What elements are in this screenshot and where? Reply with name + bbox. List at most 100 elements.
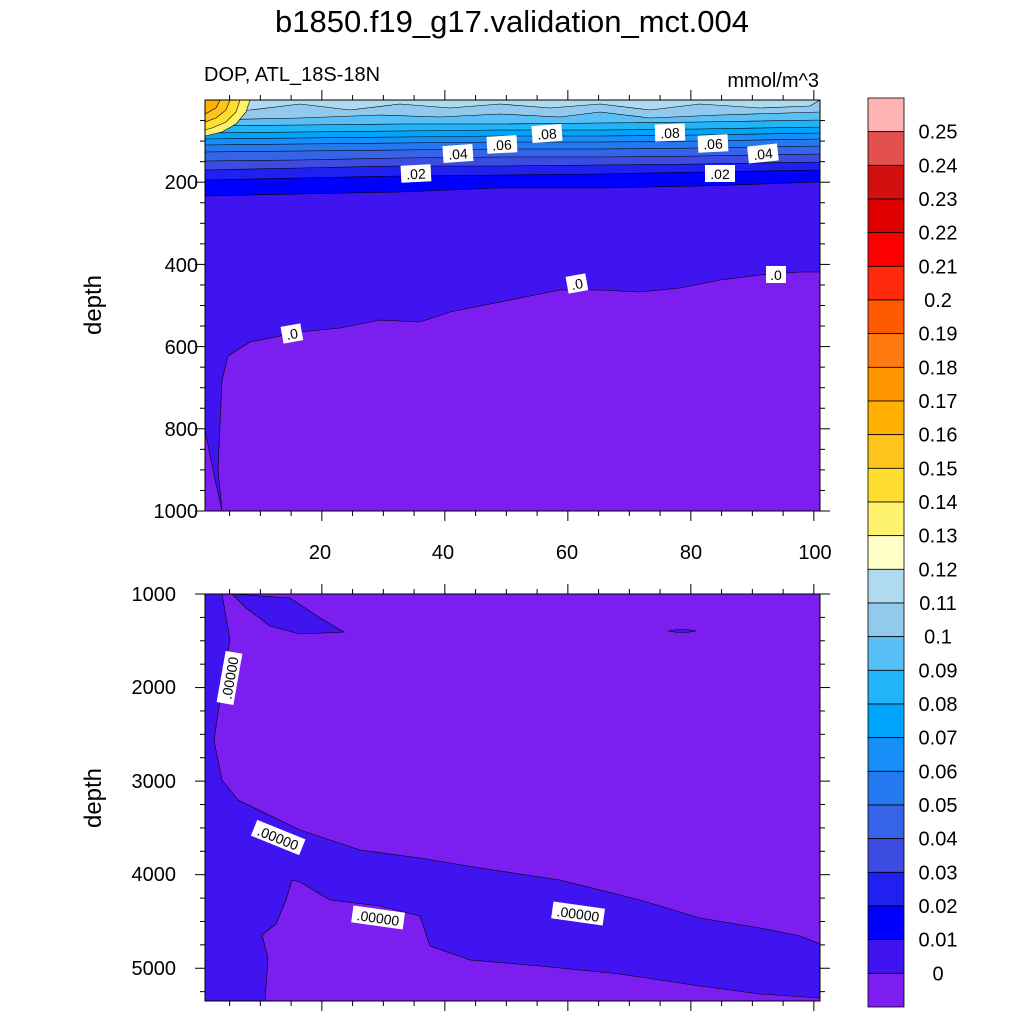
colorbar-swatch bbox=[867, 939, 905, 974]
colorbar-label: 0.01 bbox=[919, 930, 958, 952]
y-tick-label: 3000 bbox=[132, 771, 177, 793]
colorbar-swatch bbox=[867, 265, 905, 301]
colorbar-label: 0.21 bbox=[919, 256, 958, 278]
colorbar-label: 0.09 bbox=[919, 660, 958, 682]
y-tick-label: 2000 bbox=[132, 677, 177, 699]
colorbar-label: 0.18 bbox=[919, 357, 958, 379]
upper-panel: .08 .08 .06 .06 .04 .04 .02 .02 .0 .0 .0… bbox=[80, 90, 832, 564]
colorbar-label: 0.25 bbox=[919, 122, 958, 144]
colorbar-swatch bbox=[867, 97, 905, 133]
x-tick-label: 100 bbox=[798, 542, 831, 564]
upper-y-axis-label: depth bbox=[80, 275, 107, 335]
colorbar-label: 0.13 bbox=[919, 526, 958, 548]
y-tick-label: 5000 bbox=[132, 958, 177, 980]
band-zero-bottom bbox=[261, 879, 820, 1001]
upper-contour-fill bbox=[205, 100, 820, 511]
contour-label: .08 bbox=[660, 125, 680, 142]
units-label: mmol/m^3 bbox=[727, 70, 819, 92]
lower-plot-frame bbox=[204, 593, 821, 1002]
lower-y-axis-label: depth bbox=[80, 768, 107, 828]
contour-label: .02 bbox=[710, 166, 730, 182]
band-016 bbox=[205, 100, 221, 115]
band-012 bbox=[205, 100, 820, 113]
colorbar-swatch bbox=[867, 535, 905, 570]
colorbar-label: 0.14 bbox=[919, 492, 958, 514]
contour-label: .0 bbox=[770, 267, 782, 283]
colorbar-swatch bbox=[867, 131, 905, 166]
variable-region-label: DOP, ATL_18S-18N bbox=[204, 64, 381, 86]
colorbar-swatch bbox=[867, 905, 905, 941]
colorbar-swatch bbox=[867, 568, 905, 604]
colorbar-swatch bbox=[867, 636, 905, 671]
colorbar-swatch bbox=[867, 400, 905, 436]
band-zero-corner bbox=[205, 429, 223, 511]
lower-panel: .00000 .00000 .00000 .00000 1000 2000 30… bbox=[80, 584, 830, 1011]
contour-label: .04 bbox=[752, 145, 773, 163]
contour-label: .04 bbox=[448, 145, 469, 162]
colorbar-label: 0.11 bbox=[919, 593, 956, 615]
x-tick-label: 20 bbox=[309, 542, 331, 564]
colorbar-swatch bbox=[867, 602, 905, 638]
colorbar-label: 0.08 bbox=[919, 694, 958, 716]
colorbar-swatch bbox=[867, 333, 905, 368]
contour-label: .06 bbox=[703, 135, 723, 152]
contour-label: .08 bbox=[537, 125, 558, 142]
y-tick-label: 200 bbox=[165, 172, 198, 194]
colorbar-label: 0 bbox=[932, 963, 943, 985]
colorbar-swatch bbox=[867, 871, 905, 907]
band-001-west bbox=[205, 594, 820, 1001]
y-tick-label: 1000 bbox=[154, 501, 199, 523]
colorbar-label: 0.05 bbox=[919, 795, 958, 817]
y-tick-label: 400 bbox=[165, 255, 198, 277]
colorbar-swatch bbox=[867, 737, 905, 772]
colorbar-label: 0.12 bbox=[919, 559, 958, 581]
colorbar-label: 0.16 bbox=[919, 425, 958, 447]
colorbar-swatch bbox=[867, 299, 905, 335]
contour-label: .06 bbox=[492, 136, 512, 153]
colorbar-swatch bbox=[867, 232, 905, 267]
colorbar-label: 0.06 bbox=[919, 761, 958, 783]
colorbar-label: 0.04 bbox=[919, 829, 958, 851]
colorbar-swatch bbox=[867, 501, 905, 537]
colorbar-swatch bbox=[867, 467, 905, 503]
colorbar-swatch bbox=[867, 770, 905, 806]
colorbar-swatch bbox=[867, 703, 905, 739]
colorbar-swatch bbox=[867, 434, 905, 469]
colorbar-label: 0.2 bbox=[924, 290, 952, 312]
colorbar: 0.25 0.24 0.23 0.22 0.21 0.2 0.19 0.18 0.17 0.16 0… bbox=[867, 97, 958, 1008]
upper-contour-labels: .08 .08 .06 .06 .04 .04 .02 .02 .0 .0 .0 bbox=[280, 123, 786, 344]
contour-label: .00000 bbox=[356, 907, 401, 929]
colorbar-label: 0.1 bbox=[924, 627, 952, 649]
y-tick-label: 4000 bbox=[132, 864, 177, 886]
contour-label: .0 bbox=[285, 325, 299, 343]
contour-label: .02 bbox=[406, 165, 426, 182]
colorbar-swatch bbox=[867, 972, 905, 1008]
y-tick-label: 800 bbox=[165, 419, 198, 441]
lower-axis-ticks bbox=[195, 584, 830, 1011]
chart-title: b1850.f19_g17.validation_mct.004 bbox=[275, 4, 749, 39]
colorbar-label: 0.23 bbox=[919, 189, 958, 211]
colorbar-label: 0.07 bbox=[919, 728, 958, 750]
band-001-patch bbox=[231, 594, 346, 635]
y-tick-label: 600 bbox=[165, 337, 198, 359]
lower-contour-fill bbox=[205, 594, 820, 1001]
colorbar-label: 0.19 bbox=[919, 324, 958, 346]
upper-axis-ticks bbox=[195, 90, 830, 521]
contour-label: .0 bbox=[570, 275, 584, 293]
x-tick-label: 40 bbox=[432, 542, 454, 564]
colorbar-swatch bbox=[867, 366, 905, 402]
colorbar-swatch bbox=[867, 164, 905, 200]
x-tick-label: 60 bbox=[556, 542, 578, 564]
colorbar-swatch bbox=[867, 838, 905, 873]
contour-label: .00000 bbox=[218, 655, 241, 700]
y-tick-label: 1000 bbox=[132, 584, 177, 606]
colorbar-label: 0.22 bbox=[919, 223, 958, 245]
colorbar-label: 0.24 bbox=[919, 155, 958, 177]
contour-label: .00000 bbox=[556, 903, 601, 925]
band-001-small bbox=[667, 629, 697, 633]
colorbar-swatch bbox=[867, 198, 905, 234]
x-tick-label: 80 bbox=[680, 542, 702, 564]
colorbar-label: 0.17 bbox=[919, 391, 958, 413]
